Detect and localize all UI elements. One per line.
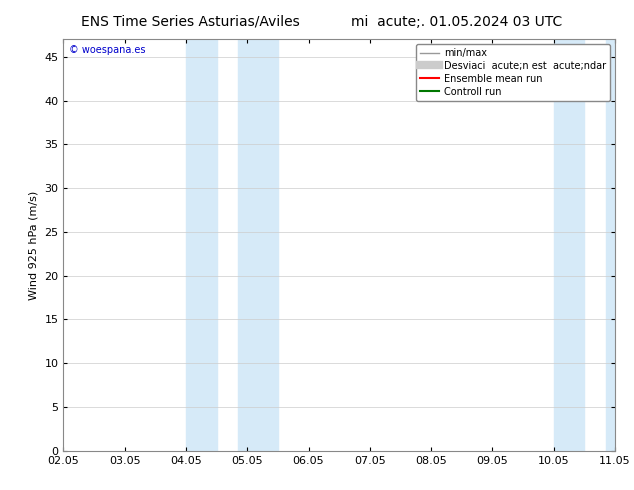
Bar	[553, 39, 585, 451]
Bar	[238, 39, 278, 451]
Y-axis label: Wind 925 hPa (m/s): Wind 925 hPa (m/s)	[29, 191, 39, 299]
Bar	[186, 39, 217, 451]
Bar	[605, 39, 634, 451]
Text: © woespana.es: © woespana.es	[69, 46, 145, 55]
Text: mi  acute;. 01.05.2024 03 UTC: mi acute;. 01.05.2024 03 UTC	[351, 15, 562, 29]
Legend: min/max, Desviaci  acute;n est  acute;ndar, Ensemble mean run, Controll run: min/max, Desviaci acute;n est acute;ndar…	[416, 44, 610, 100]
Text: ENS Time Series Asturias/Aviles: ENS Time Series Asturias/Aviles	[81, 15, 300, 29]
